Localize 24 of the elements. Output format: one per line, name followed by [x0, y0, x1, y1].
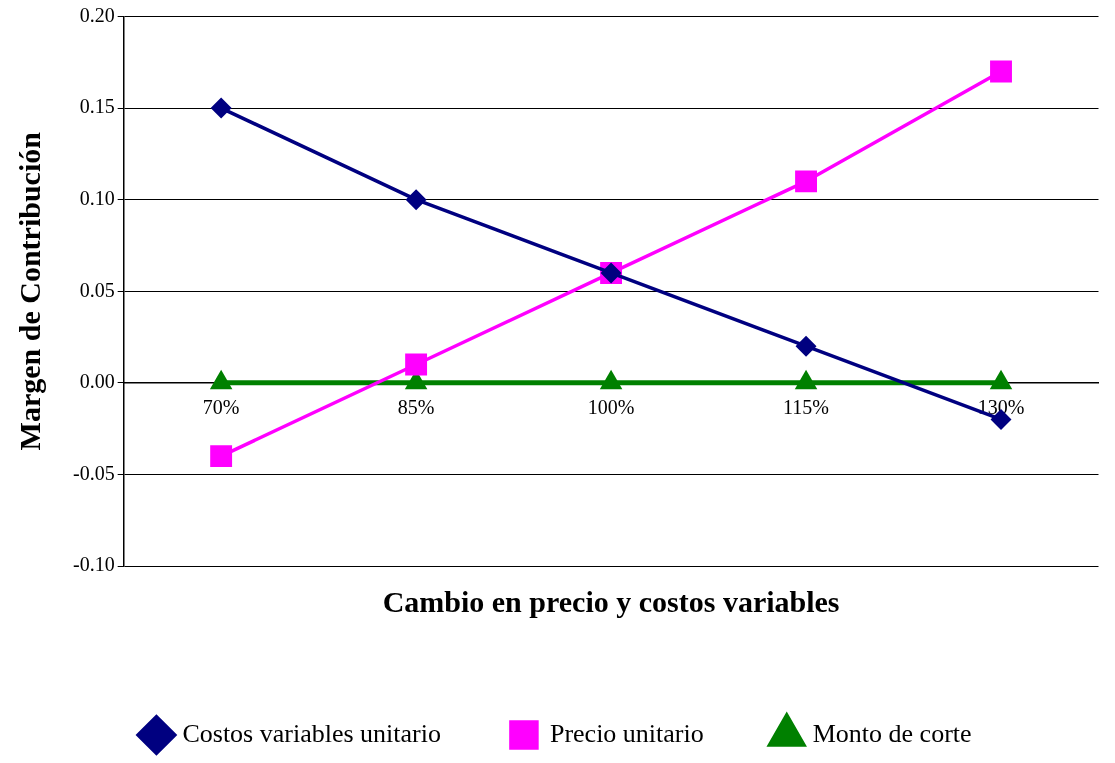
point [211, 98, 231, 118]
legend-label: Costos variables unitario [182, 718, 441, 748]
y-tick-label: -0.05 [72, 461, 115, 484]
x-tick-label: 70% [202, 396, 240, 419]
y-axis-title: Margen de Contribución [12, 131, 46, 451]
x-tick-label: 85% [397, 396, 435, 419]
y-tick-label: 0.10 [79, 186, 115, 209]
y-tick-label: 0.00 [79, 370, 115, 393]
x-axis-title: Cambio en precio y costos variables [382, 584, 840, 618]
point [990, 60, 1012, 83]
point [406, 372, 426, 390]
x-tick-label: 115% [783, 396, 830, 419]
legend-label: Monto de corte [812, 718, 972, 748]
point [795, 170, 817, 193]
y-tick-label: 0.15 [79, 95, 115, 118]
y-tick-label: 0.05 [79, 278, 115, 301]
x-tick-label: 100% [587, 396, 635, 419]
point [406, 189, 426, 210]
legend-label: Precio unitario [549, 718, 704, 748]
point [796, 336, 816, 356]
point [405, 353, 428, 376]
point [210, 445, 233, 468]
y-tick-label: 0.20 [79, 3, 115, 26]
y-tick-label: -0.10 [72, 553, 115, 576]
